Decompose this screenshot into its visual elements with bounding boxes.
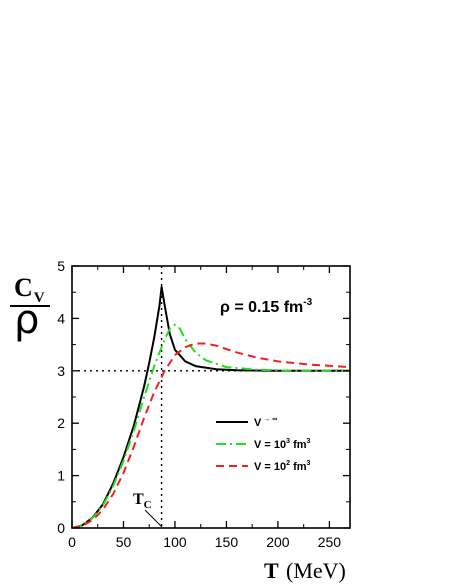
y-tick-label: 5	[57, 258, 65, 274]
x-tick-label: 200	[266, 534, 290, 550]
y-label-rho: ρ	[14, 297, 39, 343]
x-tick-label: 250	[318, 534, 342, 550]
guide-lines	[72, 266, 350, 528]
tc-annotation: TC	[133, 491, 163, 528]
y-tick-label: 4	[57, 310, 65, 326]
tc-label: TC	[133, 491, 152, 511]
series-line-2	[72, 323, 350, 528]
legend-label-3: V = 102 fm3	[254, 460, 311, 473]
density-exponent: -3	[303, 297, 312, 308]
y-tick-label: 0	[57, 520, 65, 536]
x-tick-label: 50	[116, 534, 132, 550]
y-tick-label: 1	[57, 468, 65, 484]
y-label-subscript: V	[34, 290, 45, 306]
legend-label-2: V = 103 fm3	[254, 438, 311, 451]
density-text: ρ = 0.15 fm-3	[220, 297, 313, 316]
series-layer	[72, 285, 350, 528]
legend: V → ∞ V = 103 fm3 V = 102 fm3	[216, 416, 311, 473]
axis-ticks	[71, 265, 350, 529]
series-line-3	[72, 342, 350, 528]
tick-labels: 0 50 100 150 200 250 0 1 2 3 4 5	[57, 258, 341, 550]
x-tick-label: 100	[163, 534, 187, 550]
x-axis-label: T (MeV)	[264, 558, 346, 583]
y-tick-label: 3	[57, 363, 65, 379]
x-label-unit: (MeV)	[286, 558, 346, 583]
x-tick-label: 150	[215, 534, 239, 550]
tc-pointer-line	[144, 509, 163, 528]
tc-subscript: C	[144, 499, 152, 511]
legend-label-1: V → ∞	[254, 416, 277, 429]
x-label-t: T	[264, 558, 279, 583]
y-tick-label: 2	[57, 415, 65, 431]
y-label-c: CV	[14, 273, 45, 306]
density-annotation: ρ = 0.15 fm-3	[220, 297, 313, 316]
y-axis-label: CV ρ	[10, 273, 50, 343]
x-tick-label: 0	[68, 534, 76, 550]
